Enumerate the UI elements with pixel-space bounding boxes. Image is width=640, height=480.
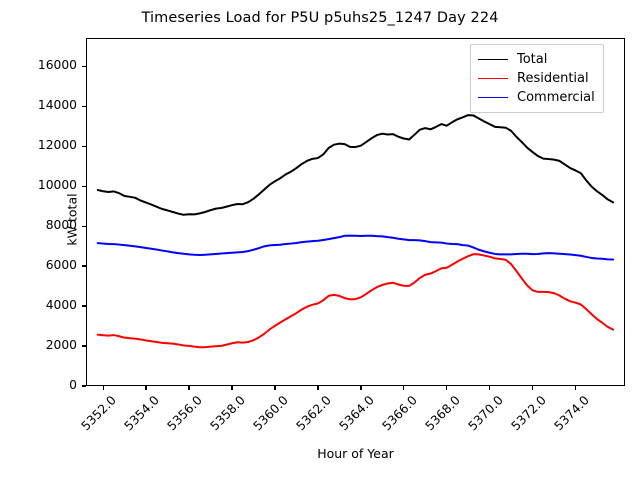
x-tick-mark — [274, 386, 276, 390]
y-tick-mark — [82, 105, 86, 107]
y-tick-label: 4000 — [45, 298, 77, 313]
legend-color-swatch — [478, 97, 508, 98]
x-tick-label: 5352.0 — [78, 393, 120, 434]
legend-item-label: Residential — [517, 71, 589, 86]
chart-title: Timeseries Load for P5U p5uhs25_1247 Day… — [141, 10, 499, 26]
x-tick-label: 5360.0 — [250, 393, 291, 434]
plot-area — [86, 38, 625, 386]
x-tick-mark — [188, 386, 190, 390]
y-tick-label: 16000 — [37, 58, 77, 73]
y-tick-mark — [82, 385, 86, 387]
legend-item[interactable]: Residential — [478, 69, 595, 88]
legend-item-label: Commercial — [517, 90, 595, 105]
series-line-residential — [96, 253, 615, 349]
series-lines — [96, 114, 615, 349]
x-tick-mark — [446, 386, 448, 390]
x-tick-label: 5368.0 — [422, 393, 463, 434]
legend-color-swatch — [478, 59, 508, 60]
x-tick-mark — [574, 386, 577, 390]
x-tick-label: 5364.0 — [336, 393, 377, 434]
x-tick-label: 5354.0 — [121, 393, 163, 434]
x-tick-mark — [489, 386, 491, 390]
legend-item[interactable]: Total — [478, 50, 595, 69]
y-tick-mark — [82, 65, 86, 67]
y-tick-label: 0 — [69, 378, 77, 392]
series-line-commercial — [96, 234, 615, 261]
x-tick-label: 5374.0 — [551, 393, 592, 434]
y-tick-mark — [82, 145, 86, 147]
y-tick-mark — [82, 185, 86, 187]
legend-item-label: Total — [517, 52, 548, 67]
y-tick-mark — [82, 265, 86, 267]
x-tick-mark — [145, 386, 147, 390]
x-tick-label: 5356.0 — [164, 393, 205, 434]
x-tick-mark — [403, 386, 405, 390]
x-tick-mark — [102, 386, 104, 390]
legend-color-swatch — [478, 78, 508, 79]
x-tick-mark — [360, 386, 362, 390]
x-tick-mark — [532, 386, 534, 390]
y-tick-mark — [82, 305, 86, 307]
x-tick-label: 5370.0 — [465, 393, 506, 434]
x-tick-mark — [317, 386, 319, 390]
y-tick-label: 2000 — [45, 338, 77, 353]
chart-legend: Total Residential Commercial — [470, 44, 604, 113]
x-tick-label: 5358.0 — [207, 393, 248, 434]
y-tick-label: 12000 — [37, 138, 77, 153]
series-line-total — [96, 114, 615, 216]
y-tick-label: 10000 — [37, 178, 77, 193]
x-tick-label: 5362.0 — [293, 393, 334, 434]
y-tick-mark — [82, 225, 86, 227]
legend-item[interactable]: Commercial — [478, 88, 595, 107]
x-axis-label: Hour of Year — [317, 446, 394, 461]
y-tick-label: 8000 — [45, 218, 77, 233]
x-tick-label: 5366.0 — [379, 393, 420, 434]
y-tick-label: 6000 — [45, 258, 77, 273]
x-tick-mark — [231, 386, 233, 390]
x-tick-label: 5372.0 — [508, 393, 549, 434]
y-tick-mark — [82, 345, 86, 347]
y-tick-label: 14000 — [37, 98, 77, 113]
